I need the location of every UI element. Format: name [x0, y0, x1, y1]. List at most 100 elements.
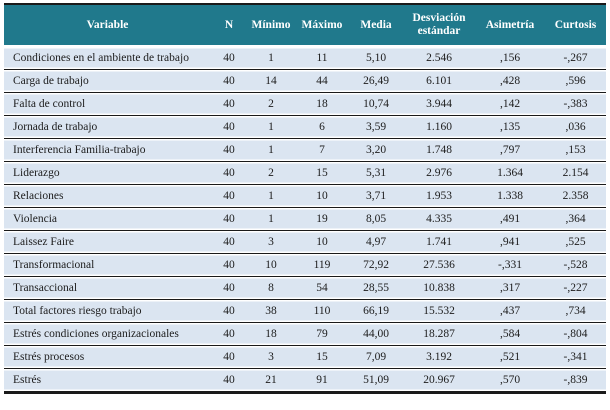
cell-media: 51,09: [349, 368, 403, 393]
cell-n: 40: [211, 207, 247, 231]
cell-media: 5,10: [349, 45, 403, 70]
descriptive-statistics-table: Variable N Mínimo Máximo Media Desviació…: [4, 3, 606, 394]
cell-variable: Transaccional: [4, 276, 211, 300]
cell-maximo: 91: [295, 368, 349, 393]
cell-curtosis: ,153: [545, 138, 606, 162]
cell-desviacion: 1.741: [403, 230, 475, 254]
cell-n: 40: [211, 253, 247, 277]
cell-asimetria: ,317: [475, 276, 545, 300]
cell-desviacion: 10.838: [403, 276, 475, 300]
cell-media: 72,92: [349, 253, 403, 277]
cell-desviacion: 1.160: [403, 115, 475, 139]
table-row: Violencia 40 1 19 8,05 4.335,491,364: [4, 207, 606, 231]
table-row: Laissez Faire 40 3 10 4,97 1.741,941,525: [4, 230, 606, 254]
cell-asimetria: 1.364: [475, 161, 545, 185]
column-header-maximo: Máximo: [295, 4, 349, 47]
cell-variable: Relaciones: [4, 184, 211, 208]
cell-maximo: 54: [295, 276, 349, 300]
cell-minimo: 3: [247, 230, 295, 254]
cell-variable: Falta de control: [4, 92, 211, 116]
cell-n: 40: [211, 230, 247, 254]
cell-variable: Liderazgo: [4, 161, 211, 185]
table-row: Estrés procesos 40 3 15 7,09 3.192,521 -,341: [4, 345, 606, 369]
cell-desviacion: 15.532: [403, 299, 475, 323]
cell-maximo: 7: [295, 138, 349, 162]
cell-asimetria: ,142: [475, 92, 545, 116]
cell-desviacion: 3.944: [403, 92, 475, 116]
cell-n: 40: [211, 161, 247, 185]
cell-n: 40: [211, 138, 247, 162]
column-header-variable: Variable: [4, 4, 211, 47]
cell-curtosis: ,734: [545, 299, 606, 323]
cell-n: 40: [211, 368, 247, 393]
cell-curtosis: 2.358: [545, 184, 606, 208]
cell-maximo: 11: [295, 45, 349, 70]
cell-curtosis: -,383: [545, 92, 606, 116]
cell-media: 3,71: [349, 184, 403, 208]
header-row: Variable N Mínimo Máximo Media Desviació…: [4, 4, 606, 47]
cell-n: 40: [211, 299, 247, 323]
cell-asimetria: ,570: [475, 368, 545, 393]
cell-maximo: 10: [295, 230, 349, 254]
table-row: Estrés condiciones organizacionales 40 18 7…: [4, 322, 606, 346]
cell-minimo: 2: [247, 161, 295, 185]
cell-desviacion: 20.967: [403, 368, 475, 393]
cell-curtosis: ,525: [545, 230, 606, 254]
table-row: Total factores riesgo trabajo 40 38 110 66,1…: [4, 299, 606, 323]
cell-media: 10,74: [349, 92, 403, 116]
cell-desviacion: 6.101: [403, 69, 475, 93]
cell-variable: Transformacional: [4, 253, 211, 277]
cell-media: 3,59: [349, 115, 403, 139]
table-row: Carga de trabajo 40 14 44 26,49 6.101,428,596: [4, 69, 606, 93]
document-page: Variable N Mínimo Máximo Media Desviació…: [4, 3, 606, 394]
cell-minimo: 1: [247, 184, 295, 208]
cell-variable: Total factores riesgo trabajo: [4, 299, 211, 323]
cell-curtosis: ,364: [545, 207, 606, 231]
cell-asimetria: ,521: [475, 345, 545, 369]
cell-media: 44,00: [349, 322, 403, 346]
cell-maximo: 15: [295, 345, 349, 369]
cell-minimo: 1: [247, 138, 295, 162]
cell-asimetria: ,437: [475, 299, 545, 323]
cell-maximo: 10: [295, 184, 349, 208]
cell-n: 40: [211, 345, 247, 369]
cell-n: 40: [211, 115, 247, 139]
cell-curtosis: -,528: [545, 253, 606, 277]
cell-curtosis: 2.154: [545, 161, 606, 185]
cell-asimetria: ,941: [475, 230, 545, 254]
cell-minimo: 1: [247, 207, 295, 231]
cell-variable: Carga de trabajo: [4, 69, 211, 93]
cell-asimetria: ,156: [475, 45, 545, 70]
cell-curtosis: -,839: [545, 368, 606, 393]
cell-asimetria: ,491: [475, 207, 545, 231]
table-row: Relaciones 40 1 10 3,71 1.953 1.338 2.358: [4, 184, 606, 208]
cell-minimo: 10: [247, 253, 295, 277]
cell-minimo: 18: [247, 322, 295, 346]
cell-n: 40: [211, 322, 247, 346]
column-header-minimo: Mínimo: [247, 4, 295, 47]
table-row: Condiciones en el ambiente de trabajo 40 1…: [4, 45, 606, 70]
table-header: Variable N Mínimo Máximo Media Desviació…: [4, 4, 606, 47]
cell-desviacion: 27.536: [403, 253, 475, 277]
table-row: Jornada de trabajo 40 1 6 3,59 1.160,135,036: [4, 115, 606, 139]
table-row: Estrés 40 21 91 51,09 20.967,570 -,839: [4, 368, 606, 393]
cell-desviacion: 2.546: [403, 45, 475, 70]
cell-minimo: 8: [247, 276, 295, 300]
cell-asimetria: ,135: [475, 115, 545, 139]
cell-variable: Estrés condiciones organizacionales: [4, 322, 211, 346]
cell-maximo: 110: [295, 299, 349, 323]
column-header-asimetria: Asimetría: [475, 4, 545, 47]
cell-media: 8,05: [349, 207, 403, 231]
cell-n: 40: [211, 184, 247, 208]
cell-desviacion: 3.192: [403, 345, 475, 369]
cell-desviacion: 1.953: [403, 184, 475, 208]
cell-variable: Violencia: [4, 207, 211, 231]
cell-variable: Estrés: [4, 368, 211, 393]
cell-maximo: 79: [295, 322, 349, 346]
table-row: Transaccional 40 8 54 28,55 10.838,317 -,227: [4, 276, 606, 300]
column-header-media: Media: [349, 4, 403, 47]
table-row: Falta de control 40 2 18 10,74 3.944,142 -,383: [4, 92, 606, 116]
cell-curtosis: -,227: [545, 276, 606, 300]
cell-curtosis: -,267: [545, 45, 606, 70]
cell-desviacion: 18.287: [403, 322, 475, 346]
